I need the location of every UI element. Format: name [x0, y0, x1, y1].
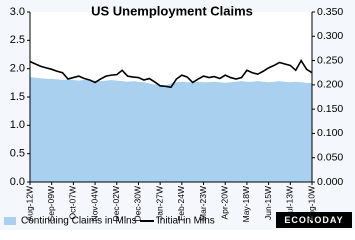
x-tick-label: Jun-15W — [263, 186, 273, 220]
legend-label: Continuing Claims in Mlns — [21, 216, 137, 227]
y2-tick-label: 0.300 — [317, 30, 343, 42]
x-tick-label: Dec-02W — [111, 186, 121, 221]
chart: US Unemployment Claims ECONODAY 0.0 0.5 1.… — [0, 0, 355, 230]
logo: ECONODAY — [284, 215, 343, 225]
y2-tick-label: 0.050 — [317, 151, 343, 163]
y2-tick-label: 0.000 — [317, 176, 343, 188]
y-tick-label: 1.5 — [10, 91, 25, 103]
x-tick-label: Feb-24W — [176, 186, 186, 221]
x-tick-label: Apr-20W — [219, 186, 229, 220]
x-tick-label: May-18W — [241, 186, 251, 222]
x-tick-label: Jan-27W — [154, 186, 164, 220]
x-tick-label: Oct-07W — [68, 186, 78, 220]
x-tick-label: Aug-12W — [24, 186, 34, 221]
y-tick-label: 0.0 — [10, 176, 25, 188]
x-tick-label: Aug-10W — [306, 186, 316, 221]
chart-title: US Unemployment Claims — [91, 3, 253, 18]
legend-label: Initial in Mlns — [157, 216, 215, 227]
y-tick-label: 0.5 — [10, 148, 25, 160]
y2-tick-label: 0.150 — [317, 103, 343, 115]
y-tick-label: 1.0 — [10, 119, 25, 131]
y2-tick-label: 0.250 — [317, 54, 343, 66]
legend-swatch — [4, 217, 16, 225]
x-tick-label: Dec-30W — [133, 186, 143, 221]
x-tick-label: Mar-23W — [198, 186, 208, 221]
y-tick-label: 2.5 — [10, 34, 25, 46]
y2-tick-label: 0.100 — [317, 127, 343, 139]
y-tick-label: 3.0 — [10, 6, 25, 18]
y2-tick-label: 0.200 — [317, 79, 343, 91]
x-tick-label: Jul-13W — [285, 186, 295, 217]
area — [30, 77, 312, 182]
y-tick-label: 2.0 — [10, 63, 25, 75]
line — [29, 58, 313, 89]
x-tick-label: Nov-04W — [89, 186, 99, 221]
y2-tick-label: 0.350 — [317, 6, 343, 18]
logo-box — [276, 212, 352, 228]
x-tick-label: Sep-09W — [46, 186, 56, 221]
